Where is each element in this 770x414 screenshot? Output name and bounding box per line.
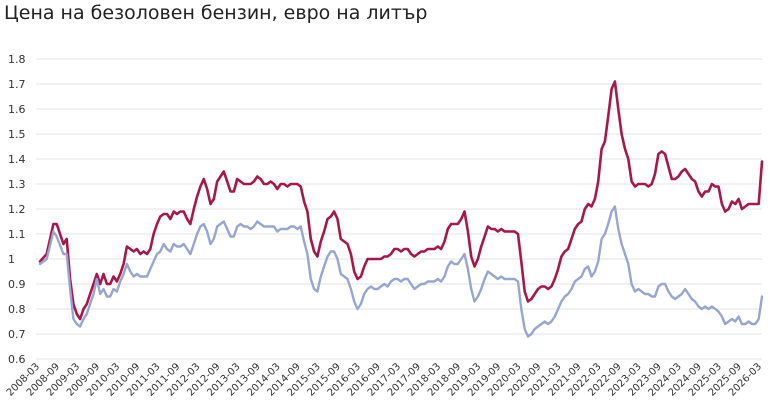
- y-tick-label: 0.6: [8, 353, 26, 366]
- y-tick-label: 1.8: [8, 53, 26, 66]
- y-tick-label: 0.8: [8, 303, 26, 316]
- y-tick-label: 1.6: [8, 103, 26, 116]
- y-tick-label: 1.4: [8, 153, 26, 166]
- y-tick-label: 0.9: [8, 278, 26, 291]
- y-tick-label: 1.7: [8, 78, 26, 91]
- y-tick-label: 0.7: [8, 328, 26, 341]
- series-line-1: [38, 80, 764, 321]
- series-line-2: [38, 205, 764, 338]
- chart-title: Цена на безоловен бензин, евро на литър: [4, 2, 428, 24]
- series-layer: [38, 80, 764, 338]
- y-tick-label: 1: [8, 253, 15, 266]
- grid-lines: [36, 58, 762, 360]
- y-tick-label: 1.3: [8, 178, 26, 191]
- x-axis: 2008-032008-092009-032009-092010-032010-…: [5, 361, 764, 398]
- y-axis: 0.6 0.7 0.8 0.9 1 1.1 1.2 1.3 1.4 1.5 1.6 1.7 1.8: [8, 53, 26, 366]
- y-tick-label: 1.1: [8, 228, 26, 241]
- y-tick-label: 1.5: [8, 128, 26, 141]
- y-tick-label: 1.2: [8, 203, 26, 216]
